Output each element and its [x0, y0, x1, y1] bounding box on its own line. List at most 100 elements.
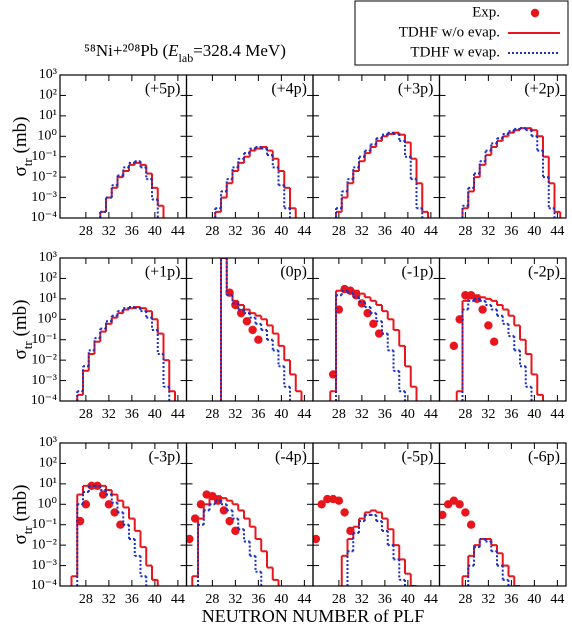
y-tick-label: 10⁻³: [31, 373, 57, 388]
y-tick-label: 10⁻⁴: [31, 578, 57, 593]
exp-point: [449, 341, 459, 351]
x-tick-label: 40: [527, 407, 541, 422]
y-label-part: tr: [20, 341, 35, 350]
y-tick-label: 10⁻¹: [31, 332, 57, 347]
exp-point: [466, 520, 476, 529]
y-tick-label: 10³: [39, 67, 57, 82]
step-riser: [197, 500, 263, 586]
x-tick-label: 36: [504, 592, 518, 607]
y-tick-label: 10⁻⁴: [31, 210, 57, 225]
x-tick-label: 28: [79, 592, 93, 607]
exp-point: [242, 317, 252, 326]
exp-point: [455, 500, 464, 509]
panel: 10⁻⁴ 10⁻³ 10⁻² 10⁻¹ 10⁰ 10¹ 10² 10³ 28 32 36 40 44 (-…: [31, 435, 188, 607]
plot-area: [439, 496, 520, 586]
figure-title: ⁵⁸Ni+²⁰⁸Pb (Elab=328.4 MeV): [84, 41, 286, 65]
x-tick-label: 28: [205, 592, 219, 607]
x-tick-label: 36: [504, 224, 518, 239]
x-tick-label: 32: [481, 224, 495, 239]
exp-point: [231, 526, 240, 536]
x-tick-label: 40: [401, 592, 415, 607]
plot-area: [313, 494, 417, 586]
x-tick-label: 44: [297, 224, 311, 239]
y-tick-label: 10¹: [39, 476, 57, 491]
y-tick-label: 10³: [39, 250, 57, 265]
x-tick-label: 28: [332, 407, 346, 422]
x-tick-label: 40: [527, 224, 541, 239]
y-tick-label: 10⁰: [37, 497, 57, 512]
exp-point: [98, 490, 108, 499]
y-tick-label: 10⁻³: [31, 558, 57, 573]
exp-point: [323, 494, 332, 504]
x-tick-label: 36: [125, 224, 139, 239]
panel: 28 32 36 40 44 (-5p): [312, 442, 441, 607]
panel-title: (-6p): [528, 449, 560, 466]
y-label-part: (mb): [10, 300, 31, 342]
x-tick-label: 36: [125, 592, 139, 607]
x-tick-label: 36: [378, 592, 392, 607]
x-tick-label: 28: [458, 224, 472, 239]
y-tick-label: 10⁻¹: [31, 149, 57, 164]
y-label-part: (mb): [10, 117, 31, 159]
panel-title: (+3p): [398, 81, 434, 98]
y-axis-label: σtr (mb): [10, 117, 35, 177]
panel-title: (+1p): [145, 264, 181, 281]
x-tick-label: 32: [355, 407, 369, 422]
x-tick-label: 40: [274, 407, 288, 422]
exp-point: [461, 508, 470, 517]
exp-point: [81, 500, 91, 509]
legend-label: TDHF w/o evap.: [399, 24, 500, 40]
y-axis-label: σtr (mb): [10, 485, 35, 545]
x-tick-label: 32: [355, 592, 369, 607]
panel: 28 32 36 40 44 (-1p): [312, 257, 441, 422]
exp-point: [248, 325, 257, 335]
exp-point: [334, 496, 344, 505]
title-part: E: [167, 41, 179, 60]
y-label-part: σ: [10, 166, 31, 176]
x-tick-label: 32: [102, 407, 116, 422]
plot-area: [70, 481, 159, 586]
exp-point: [186, 534, 194, 544]
y-axis-label: σtr (mb): [10, 300, 35, 360]
x-tick-label: 32: [228, 224, 242, 239]
panel-title: (-2p): [528, 264, 560, 281]
x-tick-label: 36: [504, 407, 518, 422]
exp-point: [225, 516, 234, 526]
step-riser: [220, 258, 291, 401]
x-tick-label: 28: [458, 407, 472, 422]
plot-area: [335, 131, 429, 218]
title-part: ⁵⁸Ni+²⁰⁸Pb (: [84, 41, 168, 60]
x-tick-label: 32: [481, 407, 495, 422]
legend-label: TDHF w evap.: [410, 44, 500, 60]
x-tick-label: 44: [171, 407, 185, 422]
panel-title: (+2p): [524, 81, 560, 98]
x-tick-label: 28: [332, 592, 346, 607]
plot-area: [214, 145, 297, 218]
y-tick-label: 10⁻²: [31, 169, 57, 184]
x-tick-label: 32: [228, 592, 242, 607]
y-tick-label: 10⁰: [37, 129, 57, 144]
title-part: lab: [179, 51, 194, 65]
y-tick-label: 10⁻²: [31, 537, 57, 552]
x-tick-label: 40: [274, 592, 288, 607]
plot-area: [461, 127, 562, 218]
x-tick-label: 44: [171, 592, 185, 607]
y-label-part: tr: [20, 158, 35, 167]
step-riser: [467, 538, 510, 586]
x-tick-label: 40: [527, 592, 541, 607]
x-tick-label: 44: [297, 407, 311, 422]
panel-frame: [438, 442, 567, 587]
x-tick-label: 32: [228, 407, 242, 422]
y-label-part: σ: [10, 534, 31, 544]
panel: 10⁻⁴ 10⁻³ 10⁻² 10⁻¹ 10⁰ 10¹ 10² 10³ 28 32 36 40 44 (+…: [31, 67, 188, 239]
y-tick-label: 10⁻³: [31, 190, 57, 205]
legend-marker: [530, 8, 540, 18]
x-tick-label: 44: [424, 592, 438, 607]
y-tick-label: 10²: [39, 88, 57, 103]
exp-point: [104, 500, 114, 509]
exp-point: [439, 510, 447, 520]
step-riser: [76, 485, 148, 586]
x-tick-label: 44: [550, 592, 564, 607]
